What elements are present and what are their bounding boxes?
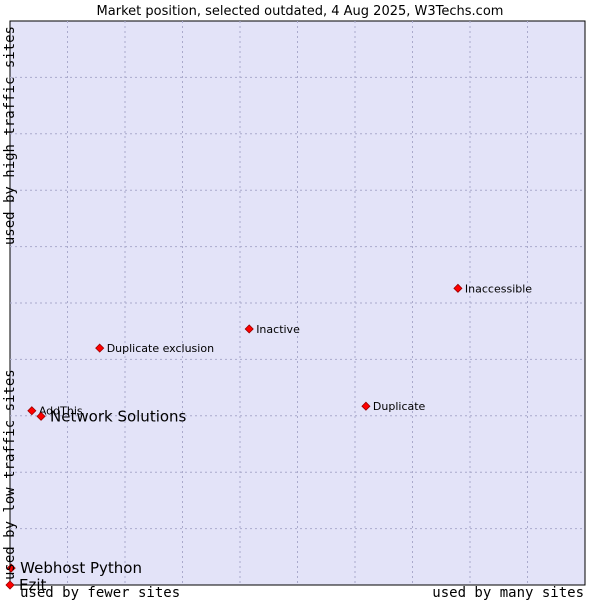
x-axis-label-low: used by fewer sites: [20, 585, 180, 600]
point-marker: [36, 411, 46, 421]
point-label: Inactive: [256, 323, 300, 336]
point-label: Network Solutions: [50, 407, 187, 425]
point-label: AddThis: [39, 405, 83, 418]
point-marker: [27, 406, 37, 416]
point-label: Inaccessible: [465, 282, 532, 295]
data-point: Inactive: [244, 323, 300, 336]
point-label: Webhost Python: [20, 559, 142, 577]
grid-lines: [10, 21, 585, 585]
data-points: Inaccessible Inactive Duplicate exclusion D…: [5, 282, 532, 594]
point-marker: [244, 324, 254, 334]
y-axis-label-low: used by low traffic sites: [2, 369, 18, 580]
point-marker: [361, 401, 371, 411]
point-marker: [453, 283, 463, 293]
point-label: Duplicate exclusion: [107, 342, 214, 355]
point-label: Duplicate: [373, 400, 426, 413]
point-marker: [6, 563, 16, 573]
data-point: AddThis: [27, 405, 83, 418]
point-label: Ezit: [19, 576, 47, 594]
data-point: Inaccessible: [453, 282, 532, 295]
point-marker: [5, 580, 15, 590]
y-axis-label-high: used by high traffic sites: [2, 26, 18, 245]
data-point: Network Solutions: [36, 407, 187, 425]
x-axis-label-high: used by many sites: [432, 585, 584, 600]
data-point: Duplicate: [361, 400, 426, 413]
data-point: Duplicate exclusion: [95, 342, 214, 355]
chart-title: Market position, selected outdated, 4 Au…: [97, 4, 504, 19]
data-point: Ezit: [5, 576, 47, 594]
point-marker: [95, 343, 105, 353]
data-point: Webhost Python: [6, 559, 142, 577]
